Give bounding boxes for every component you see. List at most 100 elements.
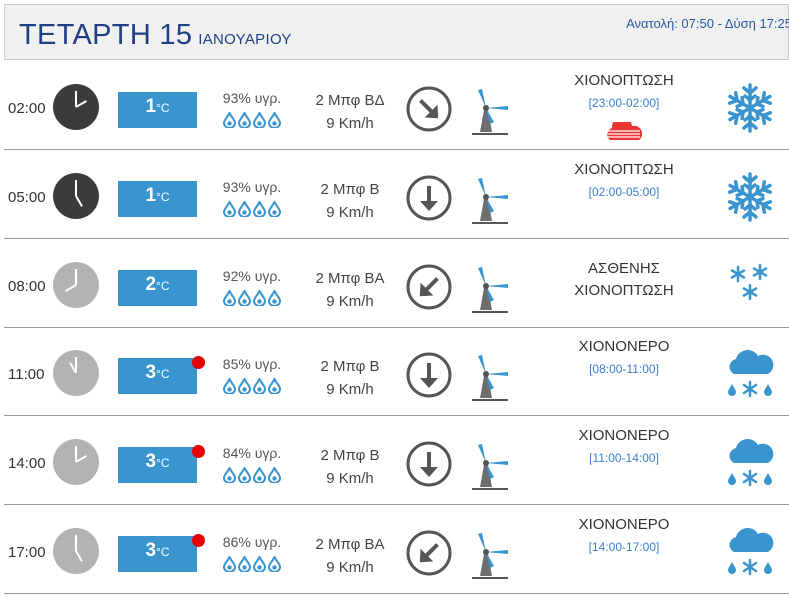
- windmill-icon: [468, 441, 516, 493]
- temperature-box: 1°C: [118, 180, 197, 217]
- temperature-box: 2°C: [118, 269, 197, 306]
- humidity-label: 84% υγρ.: [222, 445, 282, 462]
- clock-icon: [52, 261, 100, 309]
- wind-force: 2 Μπφ ΒΑ: [315, 536, 385, 553]
- time-label: 02:00: [8, 100, 46, 117]
- temperature-value: 3: [145, 451, 157, 473]
- down-left-arrow-icon: [406, 530, 452, 576]
- light-snow-icon: [724, 260, 776, 312]
- month-label: ΙΑΝΟΥΑΡΙΟΥ: [198, 31, 292, 48]
- forecast-row: 11:00 3°C 85% υγρ. 2 Μπφ Β 9 Km/h ΧΙΟΝΟΝ…: [4, 328, 789, 417]
- humidity-label: 86% υγρ.: [222, 534, 282, 550]
- clock-icon: [52, 172, 100, 220]
- temperature-value: 3: [145, 540, 157, 561]
- condition-label: ΑΣΘΕΝΗΣ: [588, 259, 660, 277]
- alert-dot-icon: [192, 445, 205, 459]
- temperature-value: 3: [145, 362, 157, 384]
- time-label: 17:00: [8, 544, 46, 561]
- time-label: 14:00: [8, 455, 46, 473]
- red-cloud-icon: [524, 122, 724, 142]
- day-label: ΤΕΤΑΡΤΗ 15: [19, 19, 193, 51]
- humidity-drops-icon: [212, 556, 292, 572]
- humidity-drops-icon: [212, 378, 292, 395]
- humidity: 84% υγρ.: [212, 445, 292, 484]
- wind-speed: 9 Km/h: [326, 115, 374, 132]
- humidity-drops-icon: [212, 289, 292, 306]
- wind-force: 2 Μπφ Β: [320, 358, 380, 376]
- wind-speed: 9 Km/h: [326, 203, 374, 221]
- temperature-box: 3°C: [118, 356, 205, 395]
- condition-label: ΧΙΟΝΟΝΕΡΟ: [578, 516, 670, 533]
- condition-label: ΧΙΟΝΟΠΤΩΣΗ: [574, 72, 674, 89]
- clock-icon: [52, 527, 100, 575]
- condition: ΑΣΘΕΝΗΣ ΧΙΟΝΟΠΤΩΣΗ: [524, 258, 724, 302]
- period-label: [02:00-05:00]: [588, 184, 660, 199]
- temperature-box: 1°C: [118, 92, 197, 128]
- day-header: ΤΕΤΑΡΤΗ 15 ΙΑΝΟΥΑΡΙΟΥ Ανατολή: 07:50 - Δύ…: [4, 4, 789, 60]
- temperature-unit: °C: [156, 545, 170, 559]
- temperature-box: 3°C: [118, 534, 205, 572]
- forecast-row: 05:00 1°C 93% υγρ. 2 Μπφ Β 9 Km/h ΧΙΟΝΟΠ…: [4, 151, 789, 239]
- wind-force: 2 Μπφ ΒΑ: [315, 269, 385, 287]
- humidity-label: 85% υγρ.: [222, 356, 282, 373]
- condition: ΧΙΟΝΟΝΕΡΟ [08:00-11:00]: [524, 336, 724, 380]
- condition: ΧΙΟΝΟΠΤΩΣΗ [23:00-02:00]: [524, 70, 724, 142]
- temperature-unit: °C: [156, 278, 170, 293]
- time-label: 11:00: [8, 366, 45, 384]
- alert-dot-icon: [192, 356, 205, 370]
- sleet-cloud-icon: [724, 437, 776, 489]
- wind-info: 2 Μπφ ΒΑ 9 Km/h: [300, 267, 400, 313]
- snowflake-icon: [724, 171, 776, 223]
- windmill-icon: [468, 352, 516, 404]
- day-title: ΤΕΤΑΡΤΗ 15 ΙΑΝΟΥΑΡΙΟΥ: [19, 19, 292, 52]
- period-label: [08:00-11:00]: [589, 362, 659, 377]
- snowflake-icon: [724, 82, 776, 134]
- period-label: [23:00-02:00]: [588, 96, 660, 110]
- temperature-value: 1: [145, 184, 157, 206]
- temperature-unit: °C: [156, 456, 170, 471]
- alert-dot-icon: [192, 534, 205, 547]
- humidity: 93% υγρ.: [212, 90, 292, 128]
- humidity-drops-icon: [212, 200, 292, 217]
- condition: ΧΙΟΝΟΝΕΡΟ [11:00-14:00]: [524, 425, 724, 469]
- wind-info: 2 Μπφ Β 9 Km/h: [300, 178, 400, 224]
- wind-force: 2 Μπφ ΒΔ: [315, 92, 385, 109]
- wind-info: 2 Μπφ ΒΑ 9 Km/h: [300, 533, 400, 579]
- windmill-icon: [468, 175, 516, 227]
- temperature-value: 1: [145, 96, 157, 117]
- wind-info: 2 Μπφ ΒΔ 9 Km/h: [300, 89, 400, 135]
- humidity: 92% υγρ.: [212, 268, 292, 306]
- wind-info: 2 Μπφ Β 9 Km/h: [300, 444, 400, 490]
- temperature-unit: °C: [156, 189, 170, 204]
- humidity-drops-icon: [212, 112, 292, 128]
- humidity-label: 93% υγρ.: [222, 90, 282, 106]
- sleet-cloud-icon: [724, 348, 776, 400]
- humidity: 93% υγρ.: [212, 179, 292, 217]
- period-label: [14:00-17:00]: [588, 540, 660, 554]
- forecast-row: 02:00 1°C 93% υγρ. 2 Μπφ ΒΔ 9 Km/h ΧΙΟΝΟ…: [4, 62, 789, 150]
- sunrise-sunset: Ανατολή: 07:50 - Δύση 17:25: [626, 16, 789, 31]
- humidity-label: 92% υγρ.: [222, 267, 282, 284]
- humidity-label: 93% υγρ.: [222, 178, 282, 195]
- clock-icon: [52, 83, 100, 131]
- wind-speed: 9 Km/h: [326, 292, 374, 310]
- wind-speed: 9 Km/h: [326, 470, 374, 488]
- windmill-icon: [468, 264, 516, 316]
- condition-label: ΧΙΟΝΟΝΕΡΟ: [578, 427, 670, 445]
- time-label: 08:00: [8, 277, 46, 295]
- condition: ΧΙΟΝΟΠΤΩΣΗ [02:00-05:00]: [524, 159, 724, 203]
- down-arrow-icon: [406, 352, 452, 398]
- time-label: 05:00: [8, 188, 46, 206]
- temperature-box: 3°C: [118, 445, 205, 484]
- clock-icon: [52, 438, 100, 486]
- sleet-cloud-icon: [724, 526, 776, 578]
- condition-label-2: ΧΙΟΝΟΠΤΩΣΗ: [574, 281, 674, 299]
- period-label: [11:00-14:00]: [589, 451, 659, 466]
- windmill-icon: [468, 530, 516, 582]
- condition-label: ΧΙΟΝΟΠΤΩΣΗ: [574, 160, 674, 178]
- wind-speed: 9 Km/h: [326, 559, 374, 576]
- windmill-icon: [468, 86, 516, 138]
- clock-icon: [52, 349, 100, 397]
- wind-force: 2 Μπφ Β: [320, 447, 380, 465]
- temperature-value: 2: [145, 273, 157, 295]
